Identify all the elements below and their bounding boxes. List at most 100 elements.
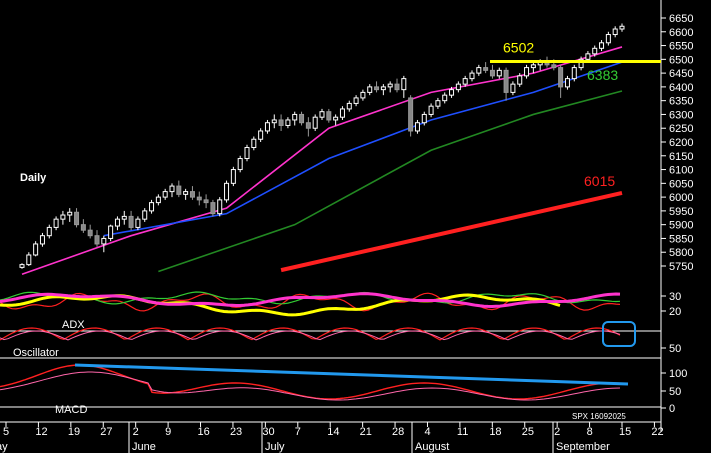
candle-body bbox=[476, 67, 482, 74]
candle-body bbox=[469, 72, 475, 80]
candle-body bbox=[251, 138, 257, 149]
moving-averages bbox=[21, 46, 623, 276]
moving-average-line bbox=[280, 191, 623, 273]
annotation-6383: 6383 bbox=[587, 67, 618, 83]
candle-body bbox=[387, 83, 393, 88]
candle-body bbox=[121, 215, 127, 220]
price-tick-label: 6550 bbox=[669, 41, 693, 53]
date-tick-label: 14 bbox=[327, 426, 339, 438]
month-label: June bbox=[132, 441, 156, 453]
date-tick-label: 22 bbox=[651, 426, 663, 438]
candle-body bbox=[87, 229, 93, 237]
moving-average-line bbox=[158, 90, 623, 273]
candle-body bbox=[408, 97, 414, 132]
adx-tick-label: 20 bbox=[669, 306, 681, 318]
di-smooth-line bbox=[0, 292, 621, 309]
candle-body bbox=[149, 202, 155, 212]
candle-body bbox=[271, 119, 277, 124]
candlesticks bbox=[19, 23, 625, 269]
candle-body bbox=[578, 58, 584, 69]
candle-body bbox=[489, 69, 495, 77]
date-edge-label: ay bbox=[0, 441, 8, 453]
candle-body bbox=[401, 78, 407, 91]
candle-body bbox=[319, 111, 325, 118]
candle-body bbox=[278, 119, 284, 126]
candle-body bbox=[39, 235, 45, 245]
candle-body bbox=[183, 191, 189, 195]
price-tick-label: 6100 bbox=[669, 165, 693, 177]
footer-label: SPX 16092025 bbox=[572, 412, 626, 421]
candle-body bbox=[530, 64, 536, 69]
candle-body bbox=[67, 211, 73, 216]
price-tick-label: 5800 bbox=[669, 247, 693, 259]
period-label: Daily bbox=[20, 172, 47, 184]
date-tick-label: 5 bbox=[3, 426, 9, 438]
candle-body bbox=[169, 185, 175, 193]
candle-body bbox=[128, 215, 134, 228]
price-tick-label: 5750 bbox=[669, 261, 693, 273]
candle-body bbox=[196, 196, 202, 201]
price-tick-label: 6650 bbox=[669, 13, 693, 25]
candle-body bbox=[101, 237, 107, 245]
price-tick-label: 6150 bbox=[669, 151, 693, 163]
candle-body bbox=[60, 214, 66, 220]
date-tick-label: 21 bbox=[360, 426, 372, 438]
date-tick-label: 19 bbox=[68, 426, 80, 438]
candle-body bbox=[564, 78, 570, 88]
price-tick-label: 5950 bbox=[669, 206, 693, 218]
price-tick-label: 6450 bbox=[669, 68, 693, 80]
candle-body bbox=[353, 97, 359, 104]
candle-body bbox=[462, 78, 468, 85]
candle-body bbox=[46, 226, 52, 237]
macd-tick-label: 50 bbox=[669, 386, 681, 398]
candle-body bbox=[114, 218, 120, 227]
candle-body bbox=[592, 47, 598, 55]
candle-body bbox=[142, 210, 148, 220]
candle-body bbox=[503, 69, 509, 93]
candle-body bbox=[53, 218, 59, 228]
date-tick-label: 28 bbox=[392, 426, 404, 438]
date-tick-label: 2 bbox=[133, 426, 139, 438]
candle-body bbox=[605, 34, 611, 44]
price-tick-label: 5900 bbox=[669, 220, 693, 232]
oscillator-signal-line bbox=[0, 330, 621, 341]
date-tick-label: 18 bbox=[489, 426, 501, 438]
candle-body bbox=[510, 83, 516, 93]
oscillator-label: Oscillator bbox=[13, 347, 59, 359]
candle-body bbox=[551, 64, 557, 69]
candle-body bbox=[264, 122, 270, 132]
candle-body bbox=[367, 86, 373, 93]
candle-body bbox=[299, 113, 305, 124]
annotation-6502: 6502 bbox=[503, 39, 534, 55]
candle-body bbox=[258, 130, 264, 140]
oscillator-line bbox=[0, 327, 621, 341]
oscillator-tick-label: 50 bbox=[669, 343, 681, 355]
candle-body bbox=[360, 91, 366, 99]
candle-body bbox=[414, 122, 420, 132]
candle-body bbox=[312, 116, 318, 129]
moving-average-line bbox=[103, 61, 623, 237]
candle-body bbox=[619, 25, 625, 30]
macd-signal-line bbox=[0, 371, 621, 401]
adx-tick-label: 30 bbox=[669, 291, 681, 303]
candle-body bbox=[374, 86, 380, 91]
candle-body bbox=[496, 69, 502, 77]
date-tick-label: 7 bbox=[295, 426, 301, 438]
moving-average-line bbox=[21, 46, 623, 276]
oscillator-highlight-box bbox=[602, 321, 636, 347]
candle-body bbox=[230, 169, 236, 184]
candle-body bbox=[285, 119, 291, 126]
price-tick-label: 6300 bbox=[669, 109, 693, 121]
candle-body bbox=[442, 94, 448, 102]
candle-body bbox=[155, 196, 161, 204]
candle-body bbox=[558, 67, 564, 88]
adx-label: ADX bbox=[62, 319, 85, 331]
indicator-lines bbox=[0, 291, 629, 401]
macd-trendline bbox=[74, 363, 629, 386]
macd-label: MACD bbox=[55, 404, 87, 416]
candle-body bbox=[435, 100, 441, 107]
price-tick-label: 5850 bbox=[669, 233, 693, 245]
candle-body bbox=[26, 254, 32, 266]
